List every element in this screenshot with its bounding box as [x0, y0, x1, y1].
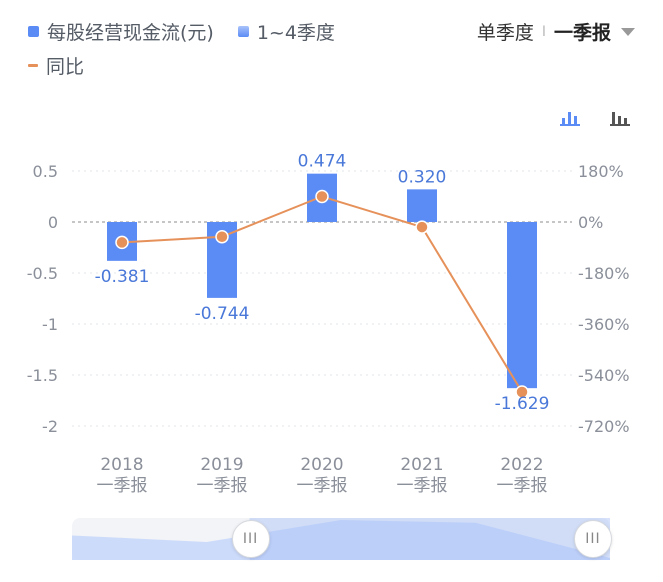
range-slider[interactable]: III III: [72, 518, 612, 560]
bar-data-label: -0.744: [195, 304, 250, 324]
x-tick-label-year: 2020: [300, 455, 343, 475]
y-right-tick-label: -720%: [578, 417, 630, 436]
y-left-tick-label: -1.5: [27, 366, 58, 385]
x-tick-label-period: 一季报: [197, 476, 248, 496]
bar-chart-icon-active[interactable]: [560, 108, 582, 126]
chart-area: 0.5 0 -0.5 -1 -1.5 -2 180% 0% -180% -360% -540% -72…: [27, 152, 630, 496]
legend-flow-label: 每股经营现金流(元): [47, 22, 214, 44]
legend-quarters-label: 1~4季度: [256, 22, 335, 44]
yoy-point: [115, 235, 129, 250]
dropdown-caret-icon[interactable]: [621, 27, 635, 36]
y-right-tick-label: -540%: [578, 366, 630, 385]
y-right-tick-label: 0%: [578, 213, 603, 232]
x-tick-label-year: 2019: [200, 455, 243, 475]
yoy-point: [515, 385, 529, 399]
slider-track: [72, 518, 611, 560]
slider-selection: [249, 518, 611, 560]
bar: [407, 189, 437, 222]
y-right-tick-label: -360%: [578, 315, 630, 334]
bar-data-label: -0.381: [95, 267, 150, 287]
bar: [507, 222, 537, 389]
y-right-tick-label: 180%: [578, 162, 624, 181]
slider-handle-right-grip: III: [585, 531, 601, 547]
slider-handle-left-grip: III: [242, 531, 259, 547]
y-right-tick-label: -180%: [578, 264, 630, 283]
period-selector[interactable]: 单季度 I 一季报: [477, 18, 635, 45]
y-left-tick-label: 0.5: [33, 162, 58, 181]
period-mode[interactable]: 单季度: [476, 22, 534, 44]
x-tick-label-year: 2021: [400, 455, 443, 475]
legend-flow[interactable]: 每股经营现金流(元): [28, 18, 214, 45]
bar-data-label: 0.320: [398, 167, 447, 187]
legend-yoy[interactable]: 同比: [28, 52, 84, 79]
yoy-point: [315, 189, 329, 204]
bar-data-label: -1.629: [495, 394, 550, 414]
x-tick-label-year: 2022: [500, 455, 543, 475]
x-tick-label-period: 一季报: [397, 476, 448, 496]
yoy-point: [415, 220, 429, 234]
legend-quarters[interactable]: 1~4季度: [237, 18, 335, 45]
bar-chart-icon[interactable]: [610, 108, 632, 126]
legend-yoy-swatch: [28, 64, 38, 67]
legend-row-2: 同比: [28, 52, 108, 79]
legend-quarters-swatch: [237, 26, 249, 37]
y-left-tick-label: -1: [42, 315, 58, 334]
x-tick-label-period: 一季报: [297, 476, 348, 496]
x-tick-label-period: 一季报: [497, 476, 548, 496]
legend-yoy-label: 同比: [46, 56, 85, 78]
yoy-point: [215, 229, 229, 244]
x-tick-label-period: 一季报: [97, 476, 148, 496]
x-tick-label-year: 2018: [100, 455, 143, 475]
slider-mini-area: [72, 520, 610, 560]
bar-data-label: 0.474: [298, 152, 347, 172]
legend-row-1: 每股经营现金流(元) 1~4季度: [28, 18, 359, 45]
period-selected[interactable]: 一季报: [553, 22, 611, 44]
yoy-line: [121, 195, 523, 393]
y-left-tick-label: -0.5: [27, 264, 58, 283]
y-left-tick-label: -2: [42, 417, 58, 436]
legend-flow-swatch: [28, 26, 39, 37]
slider-handle-left[interactable]: III: [231, 520, 270, 558]
slider-handle-right[interactable]: III: [574, 520, 612, 558]
y-left-tick-label: 0: [48, 213, 58, 232]
period-separator: I: [541, 23, 546, 40]
